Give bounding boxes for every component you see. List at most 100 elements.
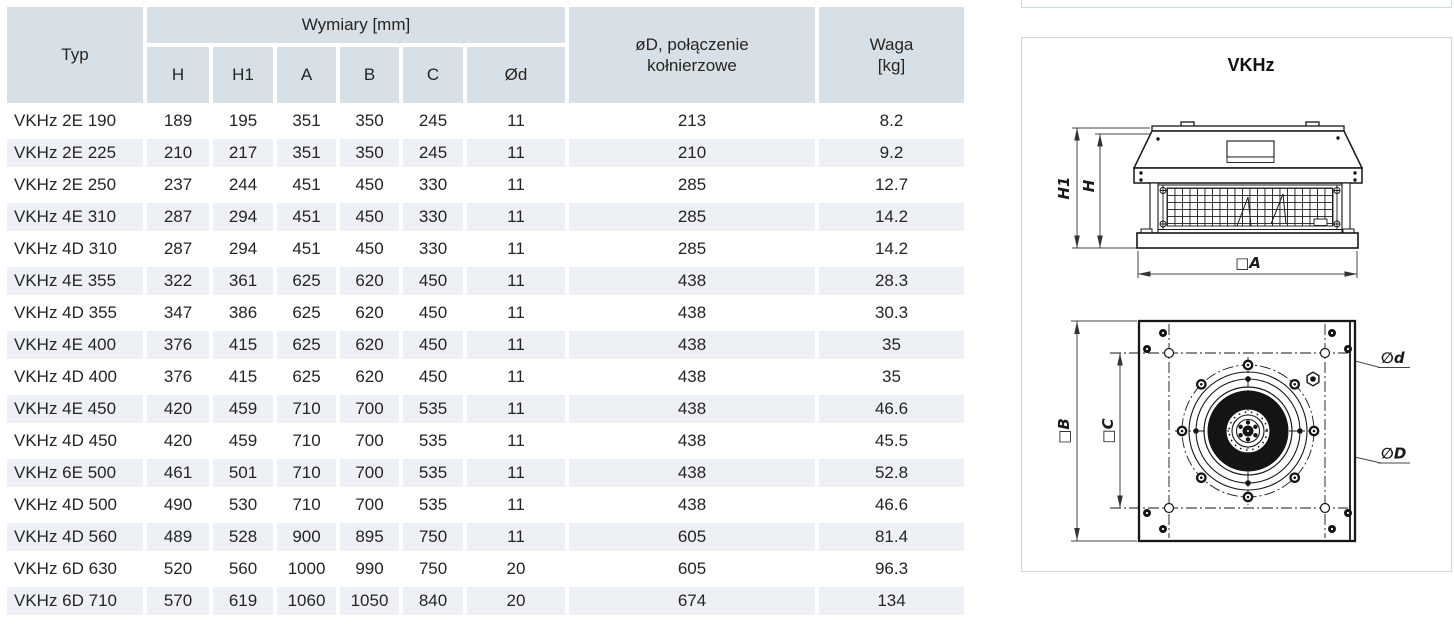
cell-b: 700 <box>340 491 399 519</box>
cell-a: 451 <box>277 171 336 199</box>
cell-waga: 30.3 <box>819 299 964 327</box>
cell-h: 287 <box>147 235 209 263</box>
cell-b: 450 <box>340 203 399 231</box>
cell-a: 710 <box>277 491 336 519</box>
cell-waga: 45.5 <box>819 427 964 455</box>
cell-a: 351 <box>277 139 336 167</box>
cell-typ: VKHz 4D 500 <box>7 491 143 519</box>
cell-c: 330 <box>403 171 463 199</box>
cell-h: 210 <box>147 139 209 167</box>
cell-typ: VKHz 4D 560 <box>7 523 143 551</box>
cell-od: 11 <box>467 139 565 167</box>
cell-a: 1060 <box>277 587 336 615</box>
cell-h1: 619 <box>213 587 273 615</box>
cell-a: 625 <box>277 331 336 359</box>
cell-a: 900 <box>277 523 336 551</box>
table-row: VKHz 2E 225 210 217 351 350 245 11 210 9… <box>7 139 964 167</box>
cell-h: 420 <box>147 427 209 455</box>
panel-above-cutoff <box>1021 0 1452 8</box>
cell-typ: VKHz 6D 710 <box>7 587 143 615</box>
cell-c: 750 <box>403 523 463 551</box>
top-view-drawing: □B □C ∅d ∅D <box>1055 319 1410 543</box>
cell-od: 11 <box>467 107 565 135</box>
cell-b: 450 <box>340 171 399 199</box>
cell-typ: VKHz 6E 500 <box>7 459 143 487</box>
technical-drawing: VKHz <box>1055 55 1410 543</box>
cell-b: 700 <box>340 427 399 455</box>
cell-waga: 14.2 <box>819 235 964 263</box>
cell-a: 625 <box>277 363 336 391</box>
cell-typ: VKHz 4E 400 <box>7 331 143 359</box>
cell-c: 450 <box>403 267 463 295</box>
cell-flange: 438 <box>569 267 815 295</box>
cell-a: 625 <box>277 299 336 327</box>
cell-h1: 459 <box>213 427 273 455</box>
cell-c: 450 <box>403 331 463 359</box>
cell-od: 11 <box>467 523 565 551</box>
cell-od: 11 <box>467 459 565 487</box>
cell-flange: 438 <box>569 363 815 391</box>
cell-flange: 438 <box>569 491 815 519</box>
dim-label-h1: H1 <box>1055 177 1073 200</box>
cell-waga: 9.2 <box>819 139 964 167</box>
column-group-header-dimensions: Wymiary [mm] <box>147 7 565 43</box>
cell-a: 710 <box>277 427 336 455</box>
cell-typ: VKHz 6D 630 <box>7 555 143 583</box>
cell-b: 620 <box>340 299 399 327</box>
column-header-flange: øD, połączenie kołnierzowe <box>569 7 815 103</box>
cell-flange: 605 <box>569 555 815 583</box>
cell-flange: 438 <box>569 427 815 455</box>
cell-c: 245 <box>403 107 463 135</box>
cell-h: 376 <box>147 363 209 391</box>
dim-label-b: □B <box>1055 418 1073 444</box>
cell-h1: 501 <box>213 459 273 487</box>
cell-waga: 28.3 <box>819 267 964 295</box>
cell-flange: 438 <box>569 331 815 359</box>
table-row: VKHz 2E 190 189 195 351 350 245 11 213 8… <box>7 107 964 135</box>
cell-flange: 285 <box>569 203 815 231</box>
spec-table-body: VKHz 2E 190 189 195 351 350 245 11 213 8… <box>7 107 964 615</box>
table-row: VKHz 6D 710 570 619 1060 1050 840 20 674… <box>7 587 964 615</box>
cell-b: 620 <box>340 363 399 391</box>
weight-header-line2: [kg] <box>877 56 906 75</box>
cell-od: 11 <box>467 235 565 263</box>
cell-flange: 674 <box>569 587 815 615</box>
cell-typ: VKHz 2E 190 <box>7 107 143 135</box>
cell-b: 700 <box>340 395 399 423</box>
cell-typ: VKHz 4D 310 <box>7 235 143 263</box>
table-row: VKHz 4D 450 420 459 710 700 535 11 438 4… <box>7 427 964 455</box>
cell-flange: 438 <box>569 459 815 487</box>
table-row: VKHz 4E 355 322 361 625 620 450 11 438 2… <box>7 267 964 295</box>
cell-flange: 213 <box>569 107 815 135</box>
cell-b: 620 <box>340 267 399 295</box>
cell-h: 490 <box>147 491 209 519</box>
cell-h1: 560 <box>213 555 273 583</box>
cell-waga: 12.7 <box>819 171 964 199</box>
cell-b: 350 <box>340 107 399 135</box>
table-row: VKHz 2E 250 237 244 451 450 330 11 285 1… <box>7 171 964 199</box>
side-view-drawing: H1 H □A <box>1055 121 1364 278</box>
cell-waga: 52.8 <box>819 459 964 487</box>
cell-od: 11 <box>467 331 565 359</box>
column-header-od: Ød <box>467 47 565 103</box>
cell-waga: 81.4 <box>819 523 964 551</box>
cell-od: 11 <box>467 299 565 327</box>
cell-waga: 46.6 <box>819 491 964 519</box>
cell-c: 750 <box>403 555 463 583</box>
cell-flange: 285 <box>569 235 815 263</box>
cell-c: 840 <box>403 587 463 615</box>
cell-a: 451 <box>277 203 336 231</box>
cell-typ: VKHz 4E 450 <box>7 395 143 423</box>
cell-flange: 605 <box>569 523 815 551</box>
cell-od: 11 <box>467 171 565 199</box>
cell-a: 710 <box>277 395 336 423</box>
table-row: VKHz 6E 500 461 501 710 700 535 11 438 5… <box>7 459 964 487</box>
table-row: VKHz 6D 630 520 560 1000 990 750 20 605 … <box>7 555 964 583</box>
dim-label-d-small: ∅d <box>1381 349 1405 367</box>
cell-od: 11 <box>467 395 565 423</box>
cell-h: 489 <box>147 523 209 551</box>
table-row: VKHz 4D 400 376 415 625 620 450 11 438 3… <box>7 363 964 391</box>
cell-h: 520 <box>147 555 209 583</box>
dim-label-c: □C <box>1099 418 1117 443</box>
cell-c: 450 <box>403 363 463 391</box>
